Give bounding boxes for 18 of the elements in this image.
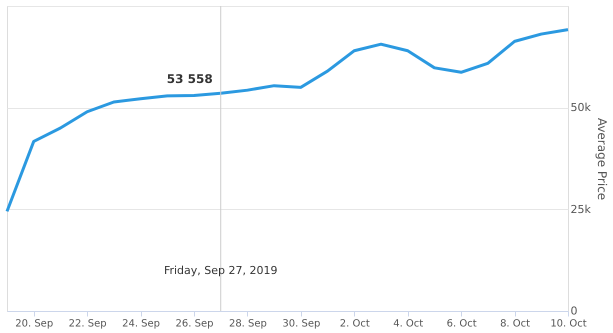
x-tick-label: 10. Oct xyxy=(550,318,587,330)
x-tick-label: 8. Oct xyxy=(500,318,530,330)
x-tick-label: 22. Sep xyxy=(68,318,107,330)
x-tick-label: 4. Oct xyxy=(393,318,424,330)
x-tick-label: 28. Sep xyxy=(228,318,267,330)
x-tick-label: 30. Sep xyxy=(282,318,320,330)
x-tick-label: 24. Sep xyxy=(122,318,160,330)
x-tick-label: 26. Sep xyxy=(176,318,214,330)
annotation: 53 558 xyxy=(166,72,213,86)
line-series xyxy=(6,28,570,213)
y-tick-label: 0 xyxy=(570,304,578,318)
y-tick-label: 25k xyxy=(570,202,592,216)
x-tick-label: 20. Sep xyxy=(15,318,54,330)
y-tick-label: 50k xyxy=(570,101,592,114)
ref-line-label: Friday, Sep 27, 2019 xyxy=(164,264,278,277)
x-tick-label: 2. Oct xyxy=(340,318,370,330)
y-axis-title: Average Price xyxy=(594,118,609,200)
x-tick-label: 6. Oct xyxy=(446,318,477,330)
